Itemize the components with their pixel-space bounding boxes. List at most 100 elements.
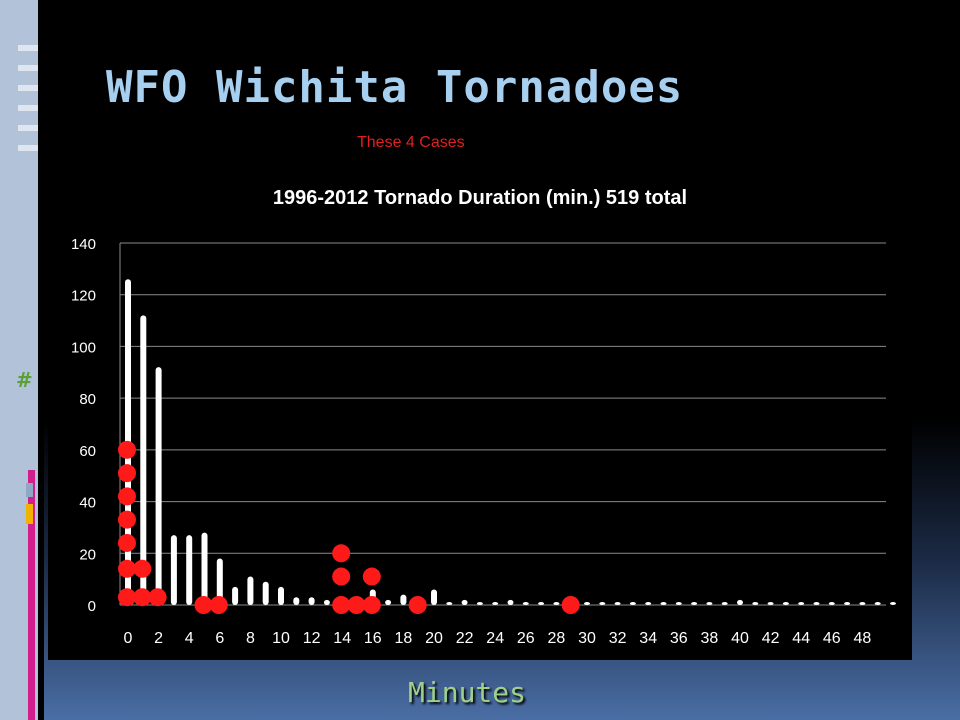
y-tick-label: 0 [88,598,96,615]
bar [538,602,545,605]
case-dot [362,596,381,614]
case-dot [408,596,427,614]
decorative-line [18,105,38,111]
bar [844,602,851,605]
x-tick-label: 12 [303,630,321,647]
slide-left-divider [38,0,44,720]
bar [675,602,682,605]
x-tick-label: 40 [731,630,749,647]
bar [691,602,698,605]
bar [492,602,499,605]
y-tick-label: 100 [71,339,96,356]
x-tick-label: 16 [364,630,382,647]
x-tick-label: 44 [792,630,810,647]
bar [186,535,193,605]
bar [752,602,759,605]
bar [507,599,514,605]
x-tick-label: 34 [639,630,657,647]
case-dot [332,567,351,586]
case-dot [332,596,351,614]
bar [216,558,223,605]
bar [293,597,300,605]
x-axis-caption: Minutes [408,676,527,709]
case-dot [209,596,228,614]
case-dot [332,544,351,563]
bar [874,602,881,605]
bar [599,602,606,605]
y-tick-label: 60 [79,443,96,460]
bar [476,602,483,605]
bar [614,602,621,605]
x-tick-label: 48 [854,630,872,647]
bar [431,589,437,605]
x-tick-label: 22 [456,630,474,647]
bar [767,602,774,605]
chart-title: 1996-2012 Tornado Duration (min.) 519 to… [273,187,687,209]
bar [232,586,239,605]
case-dot [362,567,381,586]
decorative-lines [18,5,38,175]
x-tick-label: 46 [823,630,841,647]
case-dot [118,440,136,459]
decorative-line [18,45,38,51]
x-tick-label: 6 [215,630,224,647]
case-dot [118,510,136,529]
bar [446,602,453,605]
bar [828,602,835,605]
bar [461,599,468,605]
duration-chart: 1996-2012 Tornado Duration (min.) 519 to… [71,187,896,647]
x-tick-label: 2 [154,630,163,647]
side-mark: # [16,368,33,392]
y-tick-label: 120 [71,288,96,305]
bar [706,602,713,605]
bar [262,581,269,605]
bar [660,602,667,605]
case-dot [347,596,366,614]
case-dot [118,559,136,578]
bar [584,602,590,605]
bar [247,576,254,605]
bar [278,586,284,605]
case-dot [118,464,136,483]
x-tick-label: 0 [124,630,133,647]
x-tick-label: 4 [185,630,194,647]
x-tick-label: 10 [272,630,290,647]
x-tick-label: 36 [670,630,688,647]
x-tick-label: 24 [486,630,504,647]
accent-square [26,504,33,524]
case-dot [148,588,167,607]
x-tick-label: 8 [246,630,255,647]
x-tick-label: 38 [701,630,719,647]
case-dot [133,588,152,607]
case-dot [118,533,136,552]
bar [400,594,407,605]
case-dot [561,596,580,614]
bar [721,602,728,605]
decorative-line [18,65,38,71]
bar [170,535,177,605]
case-dot [118,487,136,506]
bar [629,602,636,605]
bar [859,602,866,605]
bar [201,532,208,605]
case-dot [118,588,136,607]
bar [323,599,330,605]
x-tick-label: 30 [578,630,596,647]
decorative-line [18,85,38,91]
y-tick-label: 20 [79,546,96,563]
decorative-line [18,145,38,151]
chart-panel: 1996-2012 Tornado Duration (min.) 519 to… [48,170,912,660]
y-tick-label: 80 [79,391,96,408]
bar [645,602,652,605]
bar [155,367,162,605]
x-tick-label: 14 [333,630,351,647]
bar [737,599,743,605]
case-dot [194,596,213,614]
cases-label: These 4 Cases [357,134,465,151]
accent-bar [28,470,35,720]
x-tick-label: 20 [425,630,443,647]
x-tick-label: 32 [609,630,627,647]
bar [140,315,147,605]
slide-title: WFO Wichita Tornadoes [106,62,684,113]
bar [308,597,315,605]
